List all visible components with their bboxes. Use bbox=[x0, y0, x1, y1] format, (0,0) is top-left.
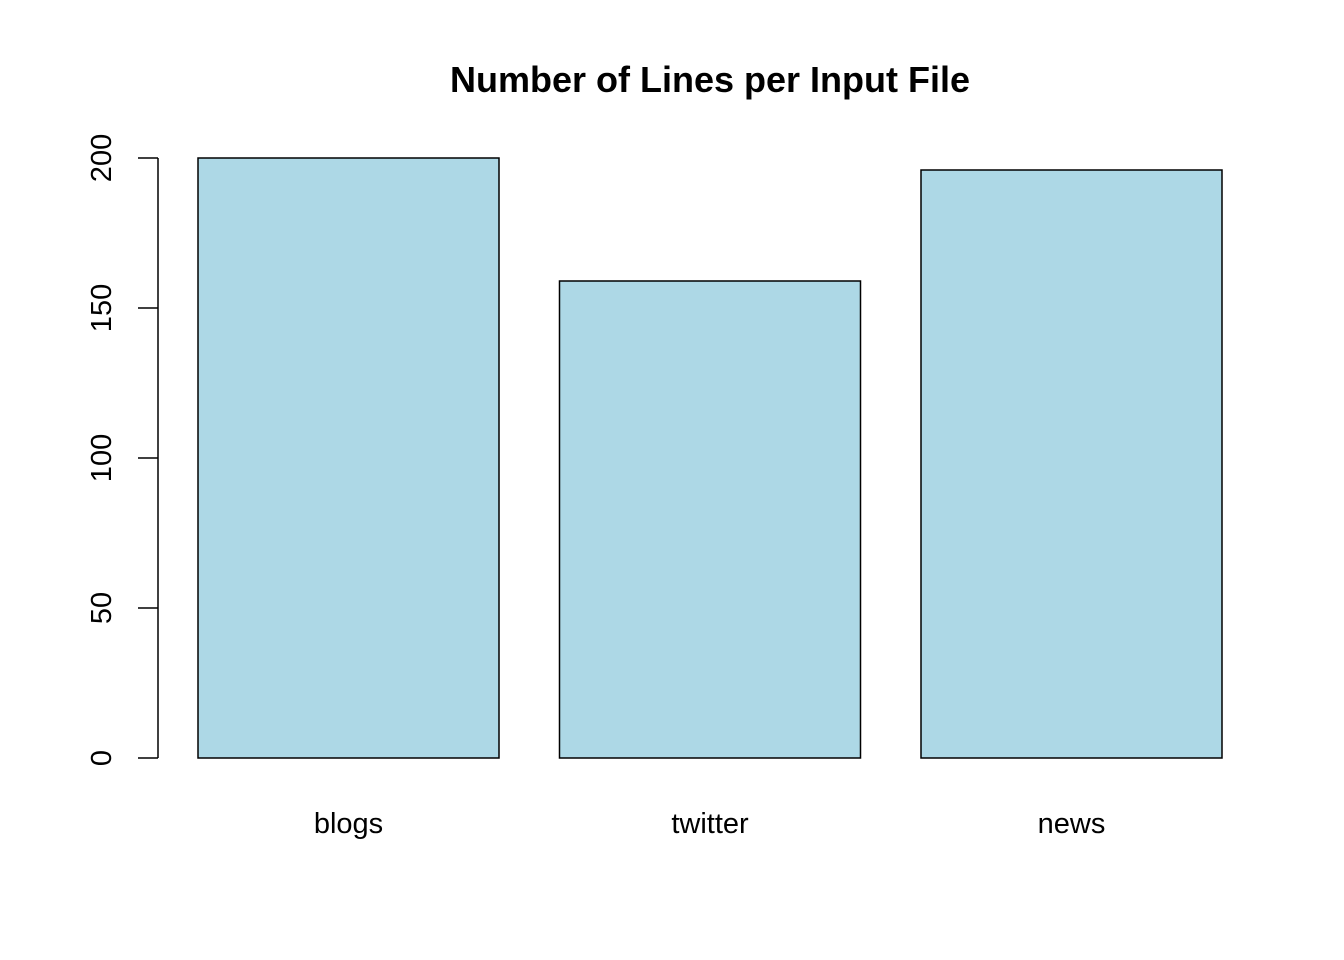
y-axis: 0 50 100 150 200 bbox=[86, 134, 159, 766]
y-tick-label: 150 bbox=[86, 284, 118, 332]
bars-group bbox=[197, 157, 1223, 759]
bar-twitter bbox=[558, 280, 862, 759]
x-axis-labels: blogs twitter news bbox=[314, 808, 1106, 840]
y-tick-label: 200 bbox=[86, 134, 118, 182]
bar-news bbox=[920, 169, 1223, 759]
x-tick-label: blogs bbox=[314, 808, 383, 840]
x-tick-label: twitter bbox=[671, 808, 749, 840]
chart-title: Number of Lines per Input File bbox=[450, 59, 970, 100]
x-tick-label: news bbox=[1038, 808, 1106, 840]
y-tick-label: 100 bbox=[86, 434, 118, 482]
y-tick-label: 0 bbox=[86, 750, 118, 766]
y-tick-label: 50 bbox=[86, 592, 118, 624]
bar-blogs bbox=[197, 157, 500, 759]
